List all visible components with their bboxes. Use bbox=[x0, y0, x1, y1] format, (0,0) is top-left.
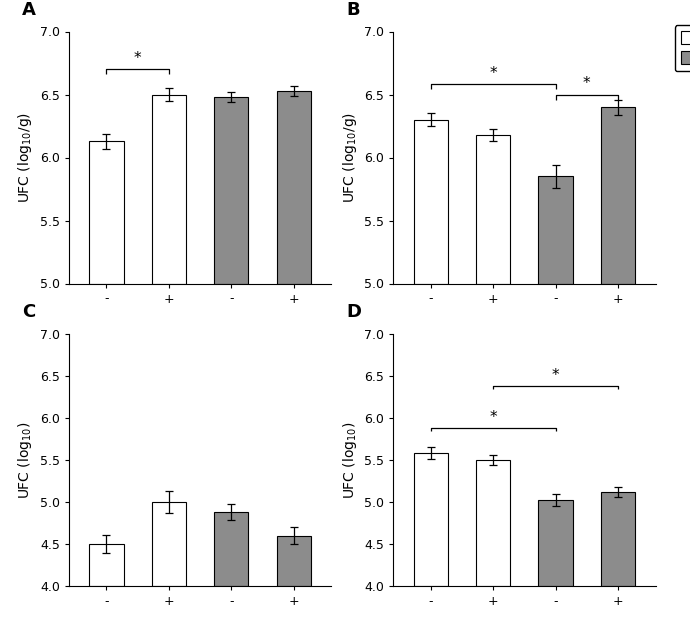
Bar bbox=[277, 536, 311, 586]
Text: MK-886: MK-886 bbox=[171, 339, 229, 353]
Bar bbox=[413, 120, 448, 284]
Bar bbox=[476, 135, 511, 284]
Bar bbox=[89, 141, 124, 284]
Legend: BALB/c, C57BL/6: BALB/c, C57BL/6 bbox=[675, 25, 690, 71]
Bar bbox=[152, 502, 186, 586]
Bar bbox=[214, 512, 248, 586]
Y-axis label: UFC (log$_{10}$): UFC (log$_{10}$) bbox=[17, 421, 34, 499]
Text: MK-886: MK-886 bbox=[495, 339, 553, 353]
Text: B: B bbox=[346, 1, 359, 19]
Y-axis label: UFC (log$_{10}$/g): UFC (log$_{10}$/g) bbox=[17, 112, 34, 203]
Text: C: C bbox=[22, 303, 35, 321]
Bar bbox=[538, 500, 573, 586]
Text: *: * bbox=[489, 411, 497, 425]
Bar bbox=[601, 107, 635, 284]
Text: *: * bbox=[489, 66, 497, 81]
Bar bbox=[214, 97, 248, 284]
Bar bbox=[89, 544, 124, 586]
Text: *: * bbox=[583, 76, 591, 91]
Bar bbox=[277, 91, 311, 284]
Y-axis label: UFC (log$_{10}$): UFC (log$_{10}$) bbox=[341, 421, 359, 499]
Bar bbox=[152, 94, 186, 284]
Bar bbox=[538, 176, 573, 284]
Bar bbox=[476, 460, 511, 586]
Bar bbox=[601, 492, 635, 586]
Text: *: * bbox=[552, 369, 560, 384]
Y-axis label: UFC (log$_{10}$/g): UFC (log$_{10}$/g) bbox=[341, 112, 359, 203]
Bar bbox=[413, 453, 448, 586]
Text: D: D bbox=[346, 303, 361, 321]
Text: A: A bbox=[22, 1, 36, 19]
Text: *: * bbox=[134, 50, 141, 66]
